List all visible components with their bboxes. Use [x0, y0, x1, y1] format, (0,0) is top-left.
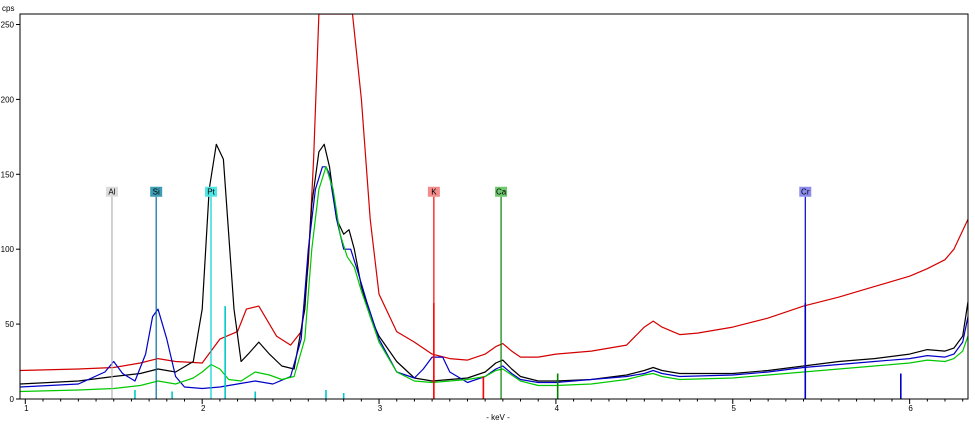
x-tick-label: 3: [378, 404, 383, 413]
element-label-box: [799, 186, 812, 197]
series-line: [20, 14, 968, 372]
element-markers: Al Si Pt K Ca Cr: [105, 186, 902, 399]
y-tick-label: 0: [10, 395, 15, 404]
element-label: Si: [153, 187, 160, 196]
y-tick-label: 250: [1, 20, 15, 29]
x-tick-label: 6: [908, 404, 913, 413]
y-axis: 0 50 100 150 200 250: [1, 20, 20, 404]
element-label-box: [495, 186, 508, 197]
x-tick-label: 2: [201, 404, 206, 413]
element-label: Ca: [496, 187, 507, 196]
element-label-box: [427, 186, 440, 197]
y-tick-label: 150: [1, 170, 15, 179]
y-tick-label: 100: [1, 245, 15, 254]
element-label-box: [205, 186, 218, 197]
series-layer: [20, 14, 968, 393]
element-label-box: [150, 186, 163, 197]
y-axis-label: cps: [2, 4, 14, 13]
element-label: Cr: [801, 187, 810, 196]
y-tick-label: 50: [5, 320, 14, 329]
x-tick-label: 5: [732, 404, 737, 413]
series-line: [20, 166, 968, 393]
element-label: Pt: [207, 187, 215, 196]
x-axis-label: - keV -: [486, 413, 510, 422]
element-label: Al: [108, 187, 115, 196]
element-label: K: [431, 187, 437, 196]
plot-frame: [19, 13, 969, 400]
series-line: [20, 143, 968, 385]
element-label-box: [105, 186, 118, 197]
x-tick-label: 1: [24, 404, 29, 413]
x-tick-label: 4: [555, 404, 560, 413]
y-tick-label: 200: [1, 95, 15, 104]
